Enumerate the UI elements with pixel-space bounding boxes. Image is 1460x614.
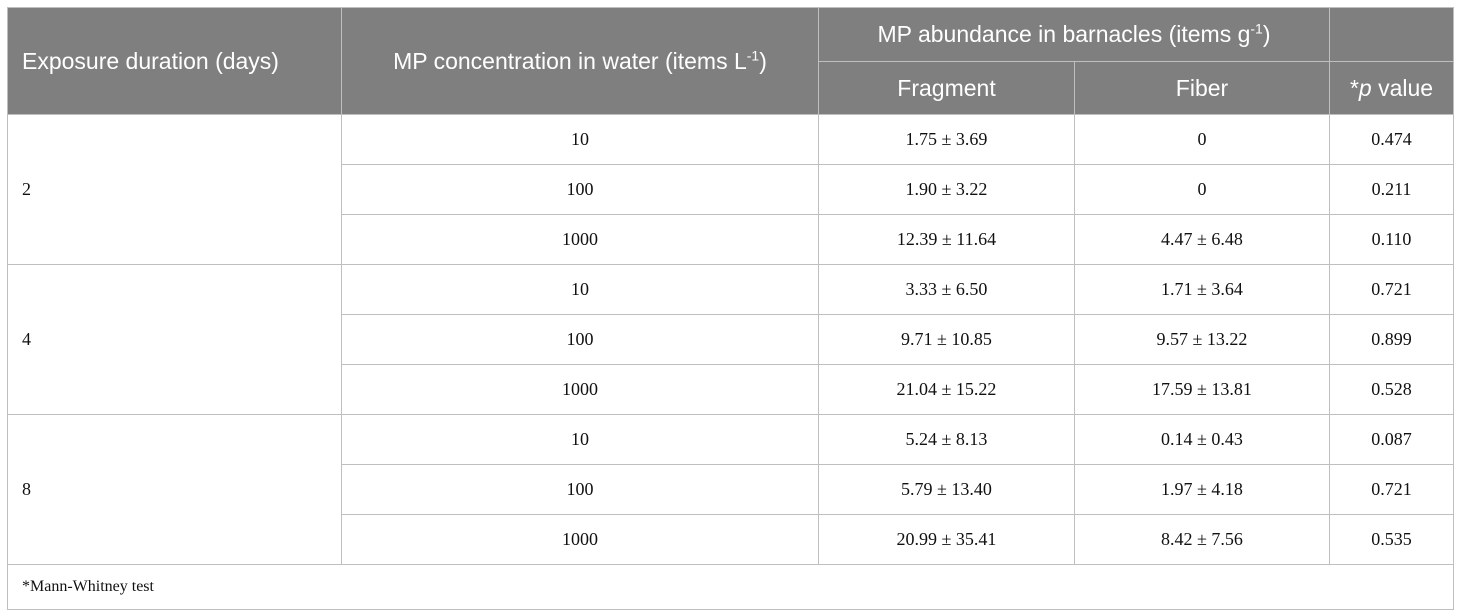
concentration-cell: 100 [341,164,819,215]
data-table: Exposure duration (days) MP concentratio… [7,7,1454,610]
header-p-italic: p [1358,74,1372,101]
p-value-cell: 0.474 [1329,114,1454,165]
header-fragment: Fragment [818,61,1075,115]
fragment-cell: 21.04 ± 15.22 [818,364,1075,415]
concentration-cell: 1000 [341,514,819,565]
p-value-cell: 0.087 [1329,414,1454,465]
concentration-cell: 1000 [341,364,819,415]
fragment-cell: 1.90 ± 3.22 [818,164,1075,215]
header-p-star: * [1349,74,1359,101]
table-row: 100 9.71 ± 10.85 9.57 ± 13.22 0.899 [8,314,1454,365]
concentration-cell: 100 [341,314,819,365]
header-p-rest: value [1371,74,1434,101]
header-concentration-end: ) [759,47,767,74]
fiber-cell: 1.97 ± 4.18 [1074,464,1330,515]
p-value-cell: 0.211 [1329,164,1454,215]
table-row: 2 10 1.75 ± 3.69 0 0.474 [7,114,1454,265]
header-concentration-sup: -1 [746,46,760,63]
fiber-cell: 4.47 ± 6.48 [1074,214,1330,265]
concentration-cell: 1000 [341,214,819,265]
concentration-cell: 10 [341,414,819,465]
concentration-cell: 10 [341,114,819,165]
table-row: 1000 12.39 ± 11.64 4.47 ± 6.48 0.110 [8,214,1454,265]
p-value-cell: 0.721 [1329,464,1454,515]
p-value-cell: 0.110 [1329,214,1454,265]
fiber-cell: 0.14 ± 0.43 [1074,414,1330,465]
table-row: 8 10 5.24 ± 8.13 0.14 ± 0.43 0.087 [7,414,1454,565]
footnote: *Mann-Whitney test [7,564,1454,610]
header-abundance-end: ) [1262,21,1271,47]
header-concentration-text: MP concentration in water (items L [393,47,747,74]
duration-cell: 4 [7,264,342,415]
table-header: Exposure duration (days) MP concentratio… [7,7,1454,115]
table-row: 100 1.90 ± 3.22 0 0.211 [8,164,1454,215]
header-abundance-sup: -1 [1250,20,1263,37]
fiber-cell: 17.59 ± 13.81 [1074,364,1330,415]
concentration-cell: 10 [341,264,819,315]
header-duration: Exposure duration (days) [7,7,342,115]
fragment-cell: 12.39 ± 11.64 [818,214,1075,265]
table-row: 100 5.79 ± 13.40 1.97 ± 4.18 0.721 [8,464,1454,515]
concentration-cell: 100 [341,464,819,515]
fiber-cell: 0 [1074,164,1330,215]
header-abundance-text: MP abundance in barnacles (items g [877,21,1251,47]
fragment-cell: 20.99 ± 35.41 [818,514,1075,565]
fragment-cell: 5.24 ± 8.13 [818,414,1075,465]
header-p-value: *p value [1329,61,1454,115]
p-value-cell: 0.899 [1329,314,1454,365]
fragment-cell: 9.71 ± 10.85 [818,314,1075,365]
duration-cell: 8 [7,414,342,565]
header-concentration: MP concentration in water (items L-1) [341,7,819,115]
header-abundance: MP abundance in barnacles (items g-1) [818,7,1330,62]
p-value-cell: 0.535 [1329,514,1454,565]
fiber-cell: 1.71 ± 3.64 [1074,264,1330,315]
fragment-cell: 3.33 ± 6.50 [818,264,1075,315]
table-row: 4 10 3.33 ± 6.50 1.71 ± 3.64 0.721 [7,264,1454,415]
fragment-cell: 1.75 ± 3.69 [818,114,1075,165]
table-body: 2 10 1.75 ± 3.69 0 0.474 100 1.90 ± 3.22… [7,114,1454,565]
duration-cell: 2 [7,114,342,265]
table-footer: *Mann-Whitney test [7,564,1454,610]
fiber-cell: 8.42 ± 7.56 [1074,514,1330,565]
header-blank [1329,7,1454,62]
fiber-cell: 9.57 ± 13.22 [1074,314,1330,365]
fragment-cell: 5.79 ± 13.40 [818,464,1075,515]
p-value-cell: 0.528 [1329,364,1454,415]
header-fiber: Fiber [1074,61,1330,115]
p-value-cell: 0.721 [1329,264,1454,315]
fiber-cell: 0 [1074,114,1330,165]
